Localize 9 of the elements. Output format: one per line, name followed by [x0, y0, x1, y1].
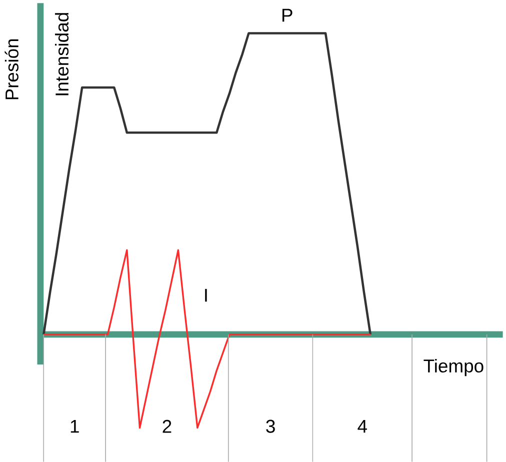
- annotation: 2: [162, 420, 172, 433]
- annotation: 3: [266, 420, 275, 433]
- annotation: Intensidad: [55, 12, 69, 96]
- annotation: 4: [358, 420, 367, 433]
- annotation: 1: [70, 420, 79, 433]
- y-axis-title: Presión: [4, 39, 18, 100]
- series-label: I: [205, 288, 207, 302]
- x-axis-title: Tiempo: [424, 358, 484, 376]
- series-label: P: [282, 8, 292, 22]
